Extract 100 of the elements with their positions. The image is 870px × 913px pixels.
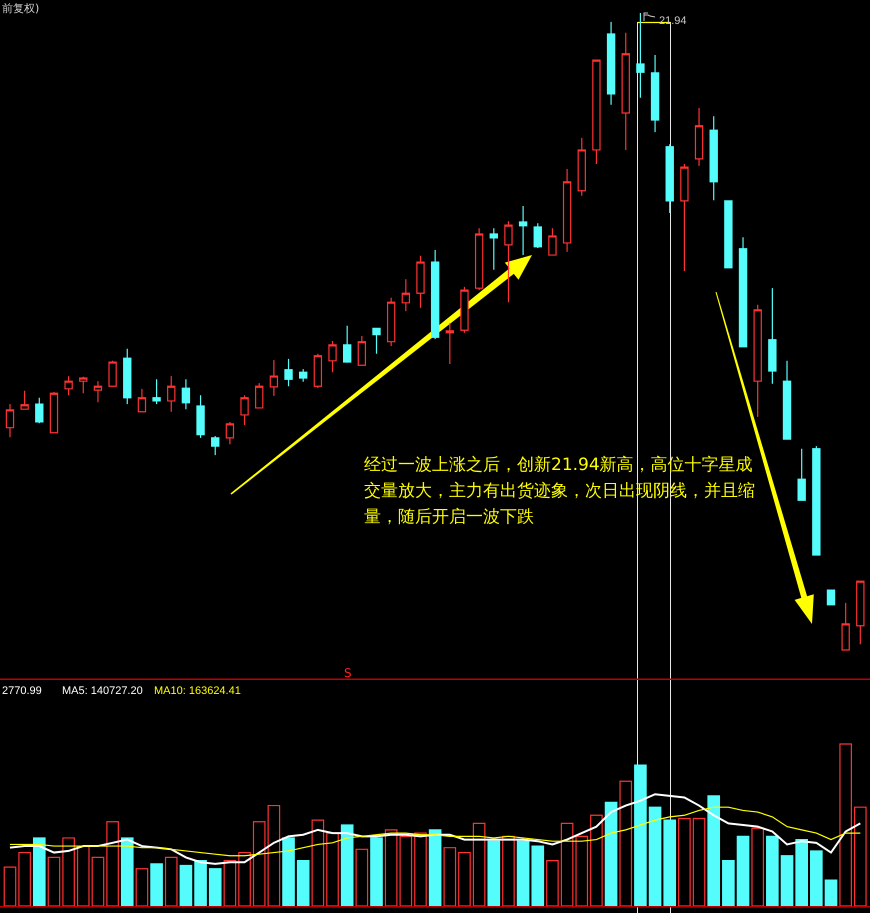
bar <box>780 855 794 906</box>
bar <box>546 860 559 906</box>
candlestick <box>797 448 806 501</box>
bar <box>502 836 515 906</box>
candlestick <box>94 380 102 403</box>
text: S <box>344 666 352 680</box>
candlestick <box>666 144 674 214</box>
candlestick <box>812 446 821 556</box>
bar <box>428 829 442 906</box>
bar <box>575 836 588 906</box>
bar <box>458 852 471 906</box>
bar <box>634 764 647 906</box>
bar <box>326 832 339 906</box>
candlestick <box>680 163 689 272</box>
text: 2770.99 <box>2 685 42 697</box>
bar <box>180 864 192 906</box>
candlestick <box>592 60 601 165</box>
bar <box>340 824 354 906</box>
bar <box>268 804 280 906</box>
bar <box>120 837 134 906</box>
candlestick <box>123 348 132 405</box>
candlestick <box>430 249 440 340</box>
candlestick <box>754 304 762 418</box>
candlestick <box>284 358 293 387</box>
candlestick <box>622 32 630 151</box>
bar <box>766 836 779 906</box>
bar <box>560 822 574 906</box>
bar <box>400 836 412 906</box>
bar <box>312 820 324 906</box>
bar <box>663 820 676 906</box>
bar <box>164 856 178 906</box>
candlestick <box>328 340 337 373</box>
bar <box>531 845 544 906</box>
bar <box>839 743 852 906</box>
candlestick <box>20 390 29 410</box>
candlestick <box>358 335 366 366</box>
candlestick <box>240 394 249 426</box>
text: MA10: 163624.41 <box>154 685 241 697</box>
bar <box>356 848 368 906</box>
bar <box>487 840 500 906</box>
candlestick <box>108 360 117 387</box>
bar <box>619 780 632 906</box>
candlestick <box>446 322 454 365</box>
candlestick <box>138 388 146 412</box>
candlestick <box>342 325 352 364</box>
candlestick <box>64 375 73 396</box>
candlestick <box>650 54 660 133</box>
candlestick <box>226 421 234 445</box>
candlestick <box>211 435 220 456</box>
candlestick <box>255 382 264 409</box>
bar <box>208 868 222 906</box>
candlestick <box>416 255 425 309</box>
bar <box>751 828 764 906</box>
candlestick <box>490 228 498 270</box>
bar <box>48 856 60 906</box>
candlestick <box>694 107 704 166</box>
bar <box>194 860 207 906</box>
bar <box>224 860 236 906</box>
candlestick <box>299 368 308 382</box>
candlestick <box>768 288 777 384</box>
bar <box>238 852 251 906</box>
candlestick <box>167 375 176 412</box>
bar <box>692 818 706 906</box>
candlestick <box>738 236 748 348</box>
candlestick <box>460 286 469 334</box>
candlestick <box>826 590 836 606</box>
candlestick <box>182 378 190 410</box>
bar <box>106 821 119 906</box>
bar <box>414 832 427 906</box>
candlestick <box>841 602 850 651</box>
annotation: 21.94 <box>659 15 687 27</box>
bar <box>854 806 867 906</box>
bar <box>443 847 456 906</box>
bar <box>590 814 603 906</box>
bar <box>384 829 398 906</box>
candlestick <box>402 278 410 312</box>
annotation: 前复权) <box>2 2 40 15</box>
candlestick <box>386 297 396 347</box>
bar <box>795 838 808 906</box>
candlestick <box>372 328 381 354</box>
bar <box>252 821 266 906</box>
bar <box>18 852 31 906</box>
candlestick <box>578 137 586 196</box>
bar <box>282 837 295 906</box>
candlestick <box>548 228 557 256</box>
bar <box>32 837 46 906</box>
bar <box>678 818 691 906</box>
candlestick <box>79 376 88 394</box>
candlestick <box>636 12 645 98</box>
bar <box>150 863 163 906</box>
bar <box>648 806 662 906</box>
bar <box>707 795 720 906</box>
candlestick <box>474 228 484 291</box>
candlestick <box>562 168 572 252</box>
bar <box>370 837 383 906</box>
candlestick <box>196 394 205 438</box>
candlestick <box>6 404 14 438</box>
candlestick <box>504 220 513 303</box>
bar <box>722 860 735 906</box>
bar <box>810 850 823 906</box>
